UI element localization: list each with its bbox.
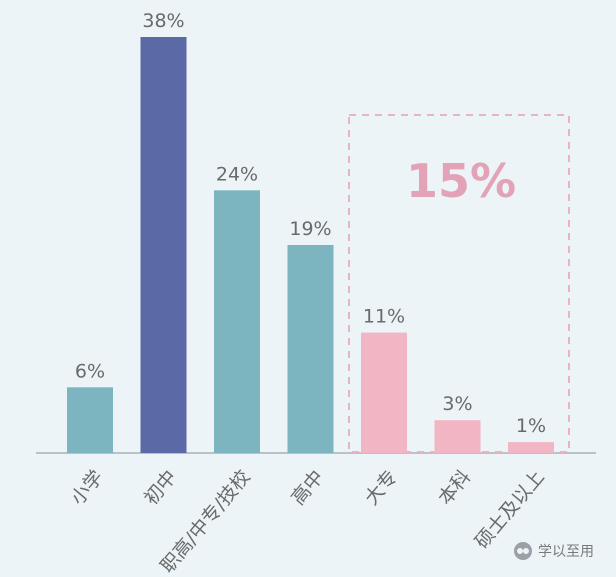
value-label: 11%: [363, 306, 405, 328]
value-label: 6%: [75, 360, 105, 382]
bar: [67, 387, 113, 453]
wechat-icon: [514, 542, 532, 560]
bar: [214, 190, 260, 454]
category-label: 硕士及以上: [471, 466, 549, 553]
category-label: 高中: [287, 466, 328, 509]
watermark-text: 学以至用: [538, 544, 594, 560]
category-label: 初中: [140, 466, 181, 509]
category-label: 大专: [361, 466, 402, 509]
value-label: 19%: [289, 218, 331, 240]
bar: [434, 420, 481, 453]
bars-group: [67, 37, 554, 454]
value-label: 3%: [442, 393, 472, 415]
bar: [361, 332, 407, 453]
bar: [140, 37, 187, 453]
bar: [287, 245, 334, 453]
value-label: 38%: [142, 10, 184, 32]
category-label: 小学: [67, 466, 108, 509]
value-labels-group: 6% 38% 24% 19% 11% 3% 1%: [75, 10, 546, 437]
watermark: 学以至用: [514, 541, 594, 561]
value-label: 24%: [216, 163, 258, 185]
callout-label: 15%: [406, 154, 516, 208]
value-label: 1%: [516, 415, 546, 437]
bar: [508, 442, 554, 453]
category-label: 本科: [434, 466, 475, 509]
